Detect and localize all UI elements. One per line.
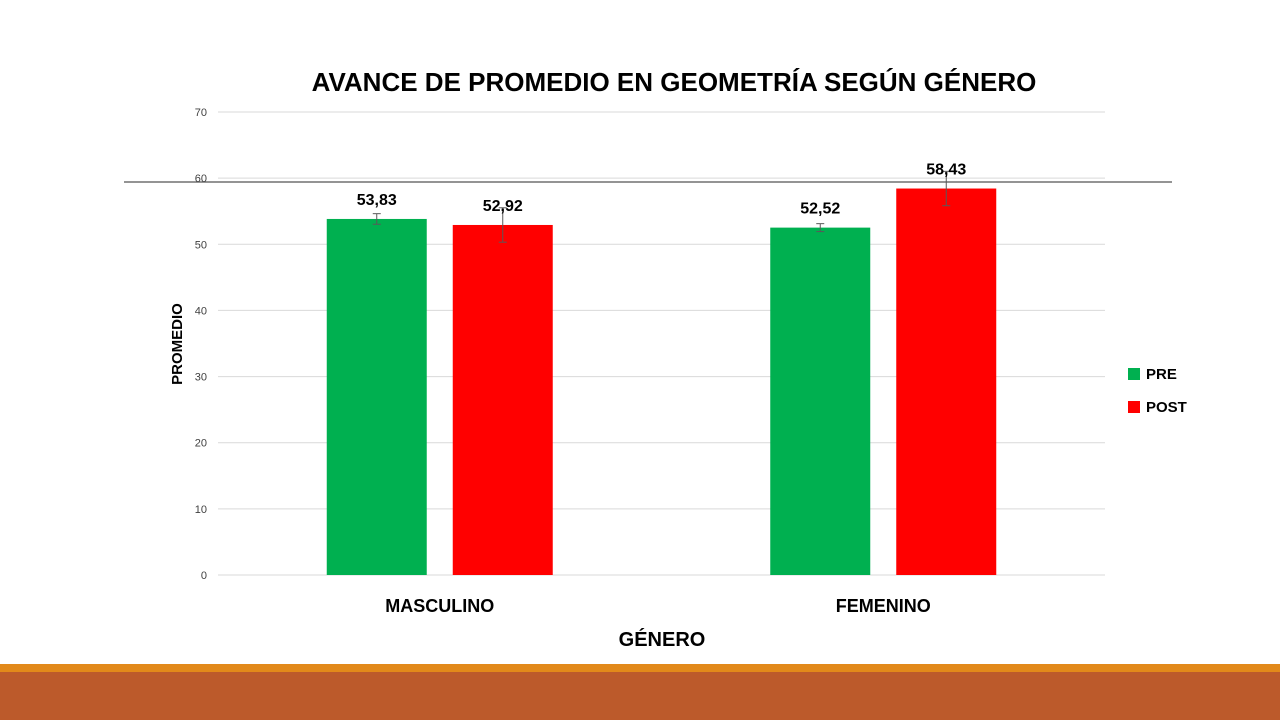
x-axis-categories: MASCULINO FEMENINO [385,596,931,616]
footer-bar [0,672,1280,720]
y-tick-label: 50 [195,239,207,251]
legend: PRE POST [1128,366,1187,416]
data-label: 52,92 [483,198,523,215]
bar-pre-masculino [326,218,427,575]
data-label: 58,43 [926,162,966,179]
y-tick-label: 30 [195,372,207,384]
legend-swatch-pre [1128,368,1140,380]
bar-post-femenino [896,188,997,575]
y-tick-label: 40 [195,305,207,317]
footer-accent-strip [0,664,1280,672]
data-label: 53,83 [357,192,397,209]
bar-pre-femenino [770,227,871,575]
y-tick-label: 60 [195,173,207,185]
bars [326,188,997,576]
legend-swatch-post [1128,401,1140,413]
chart-title: AVANCE DE PROMEDIO EN GEOMETRÍA SEGÚN GÉ… [312,67,1037,97]
data-label: 52,52 [800,201,840,218]
y-axis-title: PROMEDIO [169,303,186,385]
x-axis-title: GÉNERO [619,628,706,651]
x-category-label: FEMENINO [836,596,931,616]
y-tick-label: 20 [195,438,207,450]
y-axis-ticks: 0 10 20 30 40 50 60 70 [195,107,207,582]
y-tick-label: 10 [195,504,207,516]
legend-label-pre: PRE [1146,366,1177,383]
legend-label-post: POST [1146,399,1187,416]
y-tick-label: 0 [201,570,207,582]
bar-post-masculino [452,224,553,576]
error-bars [372,170,951,243]
y-tick-label: 70 [195,107,207,119]
x-category-label: MASCULINO [385,596,494,616]
data-labels: 53,83 52,92 52,52 58,43 [357,162,967,218]
